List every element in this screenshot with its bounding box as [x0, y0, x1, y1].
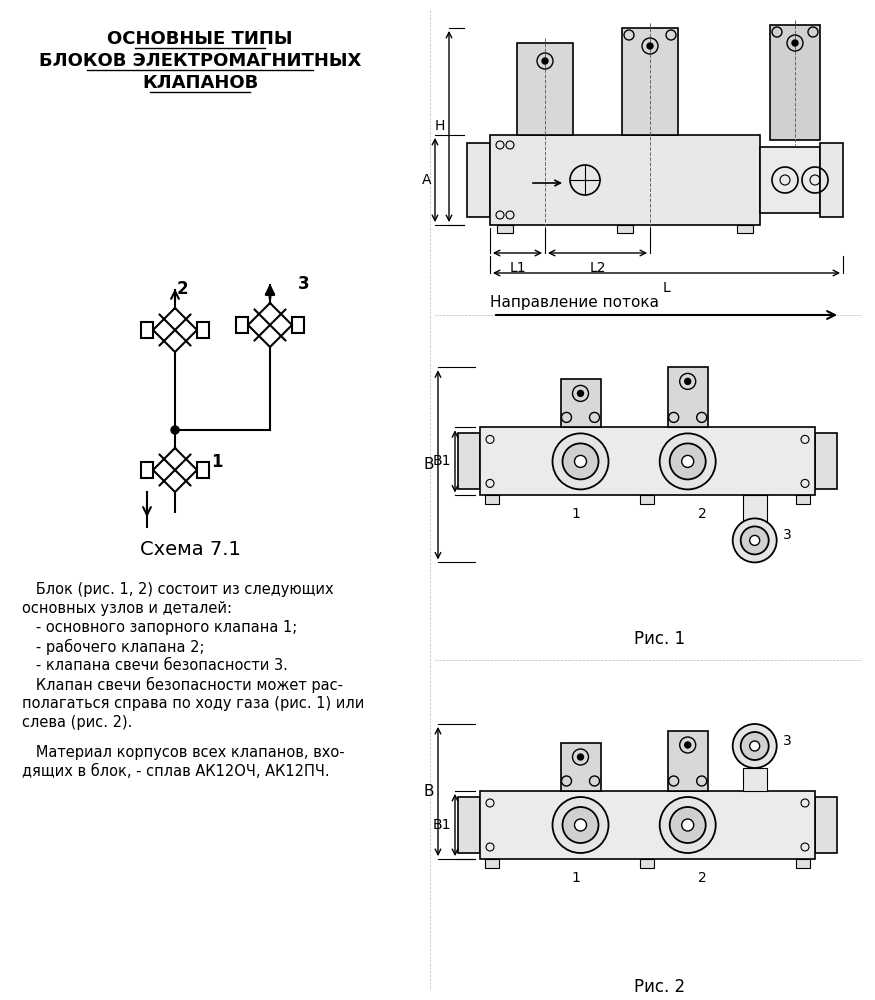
Circle shape — [741, 526, 769, 554]
Circle shape — [542, 58, 548, 64]
Bar — [197, 322, 209, 338]
Text: Схема 7.1: Схема 7.1 — [140, 540, 241, 559]
Circle shape — [660, 433, 716, 489]
Text: Направление потока: Направление потока — [490, 295, 659, 310]
Text: L1: L1 — [509, 261, 526, 275]
Circle shape — [685, 742, 690, 748]
Circle shape — [750, 535, 760, 545]
Bar — [640, 495, 654, 504]
Text: Блок (рис. 1, 2) состоит из следующих: Блок (рис. 1, 2) состоит из следующих — [22, 582, 333, 597]
Text: - рабочего клапана 2;: - рабочего клапана 2; — [22, 639, 205, 655]
Bar — [815, 433, 837, 489]
Circle shape — [575, 819, 586, 831]
Circle shape — [669, 443, 706, 479]
Text: B: B — [424, 457, 434, 472]
Bar — [743, 495, 766, 540]
Circle shape — [578, 390, 584, 396]
Circle shape — [685, 378, 690, 384]
Bar — [737, 225, 753, 233]
Circle shape — [552, 797, 608, 853]
Bar — [485, 859, 499, 868]
Bar — [668, 731, 708, 791]
Text: БЛОКОВ ЭЛЕКТРОМАГНИТНЫХ: БЛОКОВ ЭЛЕКТРОМАГНИТНЫХ — [38, 52, 361, 70]
Bar — [480, 791, 815, 859]
Bar — [458, 797, 480, 853]
Text: - клапана свечи безопасности 3.: - клапана свечи безопасности 3. — [22, 658, 288, 673]
Circle shape — [578, 754, 584, 760]
Circle shape — [750, 741, 760, 751]
Bar — [485, 495, 499, 504]
Bar — [517, 43, 573, 135]
Circle shape — [575, 455, 586, 467]
Bar — [490, 135, 760, 225]
Bar — [820, 143, 843, 217]
Text: Материал корпусов всех клапанов, вхо-: Материал корпусов всех клапанов, вхо- — [22, 745, 345, 760]
Circle shape — [732, 724, 777, 768]
Bar — [617, 225, 633, 233]
Text: B1: B1 — [432, 454, 451, 468]
Circle shape — [563, 443, 598, 479]
Bar — [796, 859, 810, 868]
Text: 2: 2 — [698, 871, 707, 885]
Bar — [760, 147, 820, 213]
Text: 3: 3 — [298, 275, 310, 293]
Bar — [292, 317, 304, 333]
Text: полагаться справа по ходу газа (рис. 1) или: полагаться справа по ходу газа (рис. 1) … — [22, 696, 364, 711]
Circle shape — [660, 797, 716, 853]
Text: дящих в блок, - сплав АК12ОЧ, АК12ПЧ.: дящих в блок, - сплав АК12ОЧ, АК12ПЧ. — [22, 764, 330, 779]
Circle shape — [171, 426, 179, 434]
Bar — [743, 768, 766, 791]
Bar — [141, 322, 153, 338]
Bar — [458, 433, 480, 489]
Text: 1: 1 — [571, 871, 580, 885]
Text: 2: 2 — [177, 280, 189, 298]
Bar — [197, 462, 209, 478]
Text: 3: 3 — [783, 734, 792, 748]
Text: A: A — [422, 173, 431, 187]
Circle shape — [682, 455, 694, 467]
Text: слева (рис. 2).: слева (рис. 2). — [22, 715, 132, 730]
Circle shape — [792, 40, 798, 46]
Circle shape — [741, 732, 769, 760]
Text: Рис. 1: Рис. 1 — [634, 630, 686, 648]
Text: Клапан свечи безопасности может рас-: Клапан свечи безопасности может рас- — [22, 677, 343, 693]
Circle shape — [732, 518, 777, 562]
Bar — [480, 427, 815, 495]
Bar — [796, 495, 810, 504]
Circle shape — [682, 819, 694, 831]
Text: B: B — [424, 784, 434, 799]
Text: Рис. 2: Рис. 2 — [634, 978, 686, 996]
Text: L: L — [662, 281, 670, 295]
Text: КЛАПАНОВ: КЛАПАНОВ — [142, 74, 258, 92]
Circle shape — [552, 433, 608, 489]
Bar — [497, 225, 513, 233]
Bar — [622, 28, 678, 135]
Bar — [770, 25, 820, 140]
Text: 3: 3 — [783, 528, 792, 542]
Bar — [236, 317, 248, 333]
Bar — [640, 859, 654, 868]
Bar — [467, 143, 490, 217]
Circle shape — [647, 43, 653, 49]
Text: B1: B1 — [432, 818, 451, 832]
Circle shape — [669, 807, 706, 843]
Text: 1: 1 — [571, 507, 580, 521]
Bar — [668, 367, 708, 427]
Text: 1: 1 — [211, 453, 222, 471]
Text: ОСНОВНЫЕ ТИПЫ: ОСНОВНЫЕ ТИПЫ — [108, 30, 293, 48]
Bar — [141, 462, 153, 478]
Text: основных узлов и деталей:: основных узлов и деталей: — [22, 601, 232, 616]
Bar — [561, 379, 600, 427]
Text: H: H — [435, 119, 445, 133]
Bar — [561, 743, 600, 791]
Text: - основного запорного клапана 1;: - основного запорного клапана 1; — [22, 620, 298, 635]
Text: 2: 2 — [698, 507, 707, 521]
Circle shape — [563, 807, 598, 843]
Text: L2: L2 — [589, 261, 605, 275]
Bar — [815, 797, 837, 853]
